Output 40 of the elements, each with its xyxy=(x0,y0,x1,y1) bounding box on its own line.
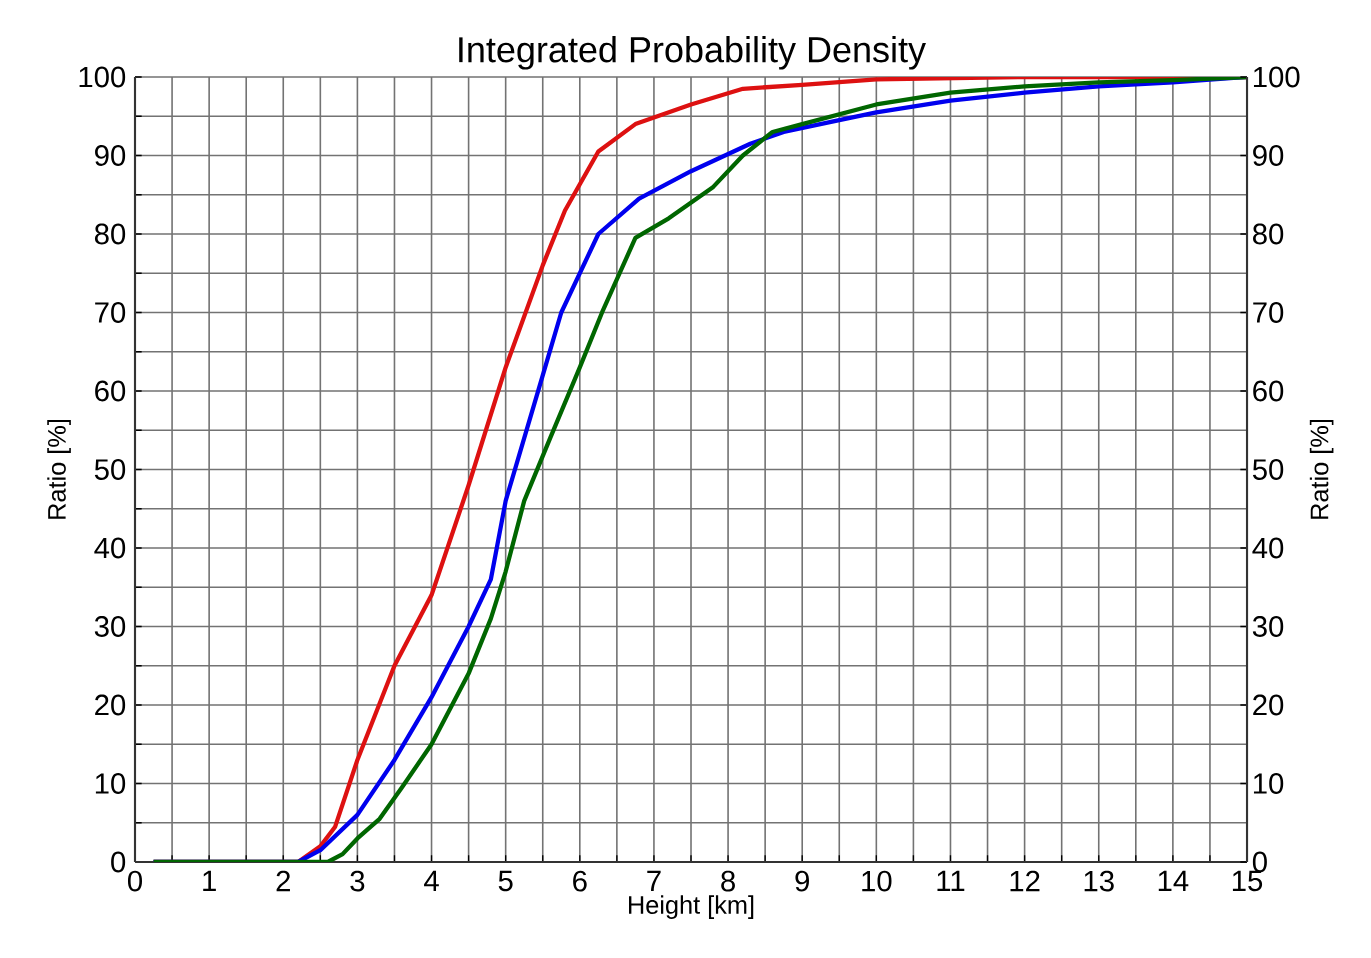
x-tick-label: 2 xyxy=(276,870,290,892)
x-tick-label: 12 xyxy=(1010,870,1040,892)
y-tick-label: 10 xyxy=(95,773,126,794)
x-tick-label: 4 xyxy=(424,870,439,891)
y-tick-label: 40 xyxy=(94,537,126,559)
y2-tick-label: 20 xyxy=(1253,694,1284,716)
x-tick-label: 11 xyxy=(937,870,965,891)
y2-tick-label: 80 xyxy=(1253,223,1284,245)
x-tick-label: 3 xyxy=(350,870,365,892)
x-tick-label: 7 xyxy=(647,870,661,891)
y-tick-label: 60 xyxy=(95,380,126,402)
y2-tick-label: 50 xyxy=(1252,459,1284,480)
y-axis-title: Ratio [%] xyxy=(47,419,71,519)
y-tick-label: 50 xyxy=(94,459,126,480)
y2-tick-label: 60 xyxy=(1253,380,1284,402)
y2-tick-label: 100 xyxy=(1253,66,1300,88)
y-tick-label: 90 xyxy=(95,145,126,166)
y2-tick-label: 90 xyxy=(1253,145,1284,166)
x-tick-label: 14 xyxy=(1158,870,1189,891)
y-tick-label: 0 xyxy=(111,851,126,873)
x-axis-title: Height [km] xyxy=(629,895,754,919)
y-tick-label: 20 xyxy=(95,694,126,716)
y-tick-label: 70 xyxy=(95,302,126,323)
y-tick-label: 80 xyxy=(94,223,126,245)
y2-tick-label: 70 xyxy=(1253,302,1284,323)
y2-tick-label: 40 xyxy=(1252,537,1284,559)
chart-title: Integrated Probability Density xyxy=(459,36,926,70)
y2-axis-title: Ratio [%] xyxy=(1309,419,1334,519)
x-tick-label: 5 xyxy=(498,870,513,892)
x-tick-label: 10 xyxy=(862,870,892,892)
y-tick-label: 100 xyxy=(79,66,126,88)
y2-tick-label: 30 xyxy=(1252,616,1284,637)
x-tick-label: 0 xyxy=(128,870,143,892)
x-tick-label: 8 xyxy=(721,870,735,892)
x-tick-label: 9 xyxy=(795,870,809,892)
x-tick-label: 1 xyxy=(203,870,216,891)
y-tick-label: 30 xyxy=(94,616,126,637)
x-tick-label: 6 xyxy=(573,870,587,892)
x-tick-label: 13 xyxy=(1084,870,1114,892)
y2-tick-label: 10 xyxy=(1253,773,1284,794)
